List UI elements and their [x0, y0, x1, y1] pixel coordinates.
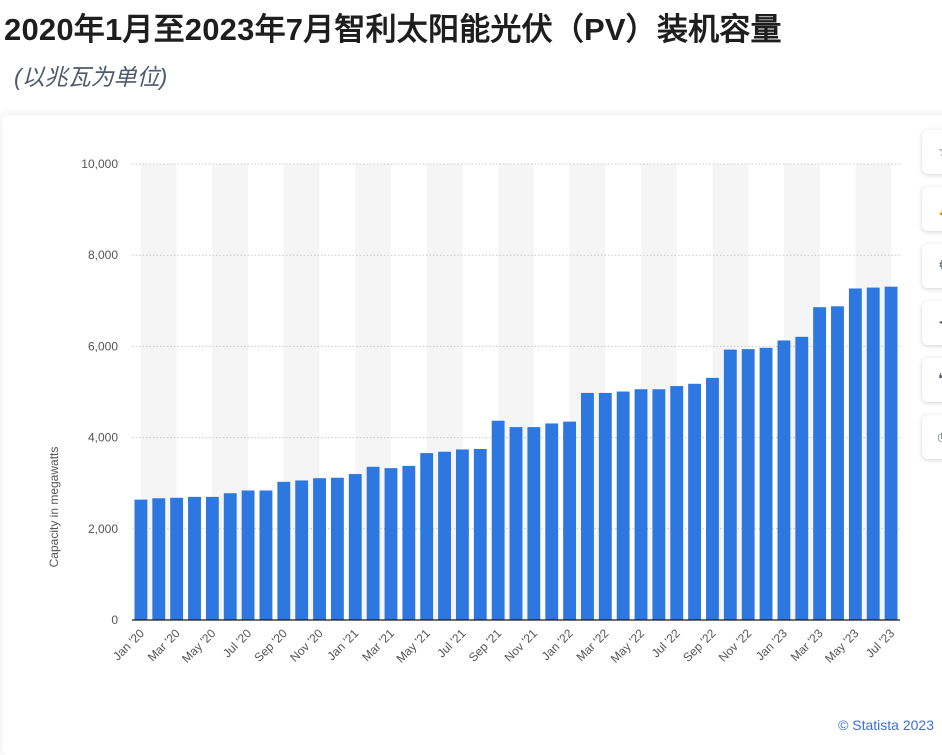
bar-sep21 [491, 420, 505, 620]
quote-icon: ❝ [938, 371, 942, 389]
x-tick-label: Jan '23 [753, 626, 790, 663]
y-tick-labels: 0 2,000 4,000 6,000 8,000 10,000 [81, 157, 118, 627]
bar-may20 [205, 496, 219, 620]
bar-jun23 [866, 287, 880, 620]
bar-may22 [634, 389, 648, 620]
bar-jul22 [670, 386, 684, 620]
bar-feb20 [152, 498, 166, 620]
bar-mar21 [384, 468, 398, 620]
x-tick-label: May '23 [822, 626, 862, 666]
bar-apr20 [188, 496, 201, 620]
bar-nov21 [527, 427, 541, 620]
bar-dec20 [330, 477, 344, 620]
x-tick-label: Jan '21 [324, 626, 361, 663]
x-tick-label: Sep '22 [680, 626, 719, 665]
bar-may21 [420, 453, 434, 620]
x-tick-label: May '22 [608, 626, 648, 666]
bar-apr21 [402, 465, 416, 620]
x-tick-label: Sep '20 [252, 626, 291, 665]
bar-dec22 [759, 347, 773, 620]
x-tick-label: May '20 [179, 626, 219, 666]
chart-card: 0 2,000 4,000 6,000 8,000 10,000 Jan '20 Mar '… [2, 115, 942, 755]
x-tick-label: Jul '23 [863, 626, 897, 660]
print-button[interactable]: ⎙ [922, 415, 942, 459]
bar-aug21 [473, 449, 487, 620]
bar-oct21 [509, 427, 523, 620]
y-axis-label: Capacity in megawatts [47, 447, 61, 568]
bar-aug22 [688, 383, 702, 620]
x-tick-label: May '21 [393, 626, 433, 666]
bar-jan22 [563, 421, 577, 620]
bar-jul23 [884, 286, 898, 620]
bar-jul20 [241, 490, 255, 620]
star-button[interactable]: ☆ [922, 130, 942, 174]
x-tick-label: Mar '22 [573, 626, 611, 664]
share-icon: ⋖ [938, 314, 942, 332]
bar-aug20 [259, 490, 273, 620]
star-icon: ☆ [938, 143, 942, 161]
x-tick-label: Nov '22 [716, 626, 755, 665]
y-tick-label: 4,000 [88, 431, 118, 445]
gear-icon: ⚙ [938, 257, 942, 275]
bar-feb21 [366, 466, 380, 620]
bar-jul21 [455, 449, 469, 620]
bar-nov22 [741, 349, 755, 620]
page-subtitle: (以兆瓦为单位) [14, 64, 168, 90]
y-tick-label: 8,000 [88, 248, 118, 262]
x-tick-label: Nov '21 [502, 626, 541, 665]
bar-jun20 [223, 493, 237, 620]
bar-nov20 [313, 478, 326, 620]
bar-oct20 [295, 480, 309, 620]
bar-jun21 [438, 451, 451, 620]
bar-dec21 [545, 423, 559, 620]
x-tick-label: Jul '21 [434, 626, 468, 660]
bar-feb22 [581, 392, 594, 620]
x-tick-label: Mar '23 [788, 626, 826, 664]
bar-sep22 [706, 377, 719, 620]
bar-jan21 [348, 474, 362, 620]
y-tick-label: 2,000 [88, 522, 118, 536]
quote-button[interactable]: ❝ [922, 358, 942, 402]
bar-apr22 [616, 391, 630, 620]
x-tick-label: Jul '22 [649, 626, 683, 660]
bar-mar20 [170, 497, 184, 620]
bar-apr23 [831, 306, 844, 620]
bar-sep20 [277, 481, 291, 620]
x-tick-label: Mar '20 [145, 626, 183, 664]
bar-jan23 [777, 340, 791, 620]
x-tick-label: Jan '22 [539, 626, 576, 663]
x-tick-label: Jan '20 [110, 626, 147, 663]
bell-icon: 🔔 [938, 200, 942, 218]
page-title: 2020年1月至2023年7月智利太阳能光伏（PV）装机容量 [4, 12, 782, 47]
bars [134, 286, 898, 620]
x-tick-label: Jul '20 [220, 626, 254, 660]
bar-mar22 [598, 392, 612, 620]
print-icon: ⎙ [938, 428, 942, 446]
bar-jun22 [652, 389, 666, 620]
bar-feb23 [795, 336, 809, 620]
x-tick-label: Mar '21 [359, 626, 397, 664]
bar-mar23 [813, 307, 827, 620]
bar-oct22 [723, 349, 737, 620]
x-tick-label: Nov '20 [287, 626, 326, 665]
bell-button[interactable]: 🔔 [922, 187, 942, 231]
share-button[interactable]: ⋖ [922, 301, 942, 345]
bar-jan20 [134, 499, 148, 620]
statista-credit[interactable]: © Statista 2023 [838, 717, 934, 733]
x-tick-label: Sep '21 [466, 626, 505, 665]
chart-toolbar: ☆ 🔔 ⚙ ⋖ ❝ ⎙ [922, 130, 942, 472]
y-tick-label: 6,000 [88, 339, 118, 353]
y-tick-label: 10,000 [81, 157, 118, 171]
bar-may23 [848, 288, 862, 620]
y-tick-label: 0 [111, 613, 118, 627]
gear-button[interactable]: ⚙ [922, 244, 942, 288]
